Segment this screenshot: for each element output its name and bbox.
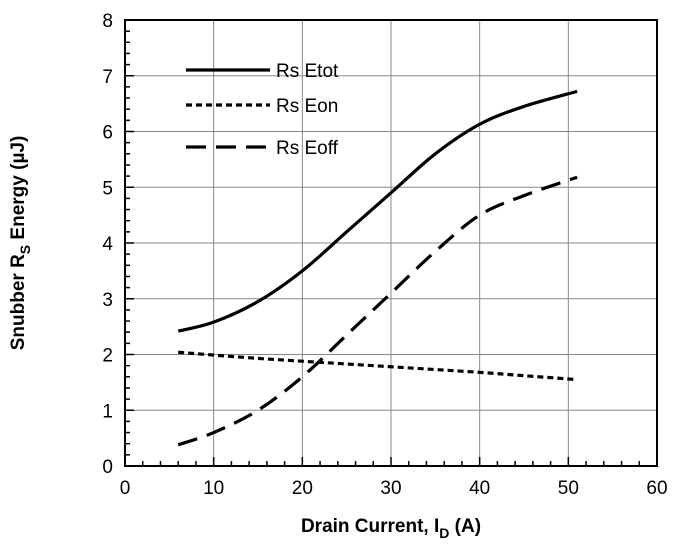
- x-tick-label: 20: [292, 478, 313, 499]
- x-tick-label: 0: [120, 478, 131, 499]
- y-tick-label: 5: [102, 178, 113, 199]
- y-tick-label: 4: [102, 234, 113, 255]
- x-axis-title: Drain Current, ID (A): [301, 516, 481, 541]
- y-tick-label: 6: [102, 123, 113, 144]
- y-axis-title: Snubber RS Energy (µJ): [8, 136, 33, 351]
- y-tick-label: 8: [102, 11, 113, 32]
- axis-ticks: [124, 19, 658, 467]
- x-tick-label: 40: [469, 478, 490, 499]
- series-line-1: [178, 350, 578, 382]
- x-tick-labels: 0 10 20 30 40 50 60: [120, 478, 668, 499]
- y-tick-label: 1: [102, 401, 113, 422]
- y-tick-label: 0: [102, 457, 113, 478]
- x-tick-label: 10: [203, 478, 224, 499]
- legend-label: Rs Eon: [276, 96, 338, 117]
- y-tick-label: 3: [102, 290, 113, 311]
- series-line-2: [177, 175, 578, 447]
- legend-label: Rs Etot: [276, 61, 339, 82]
- x-tick-label: 60: [646, 478, 667, 499]
- legend: Rs Etot Rs Eon Rs Eoff: [186, 61, 339, 159]
- legend-label: Rs Eoff: [276, 138, 339, 159]
- y-tick-label: 7: [102, 67, 113, 88]
- plot-lines: [177, 89, 578, 447]
- y-tick-labels: 0 1 2 3 4 5 6 7 8: [102, 11, 113, 478]
- x-tick-label: 50: [558, 478, 579, 499]
- grid-lines: [125, 20, 657, 466]
- x-tick-label: 30: [380, 478, 401, 499]
- series-line-0: [177, 89, 578, 333]
- y-tick-label: 2: [102, 346, 113, 367]
